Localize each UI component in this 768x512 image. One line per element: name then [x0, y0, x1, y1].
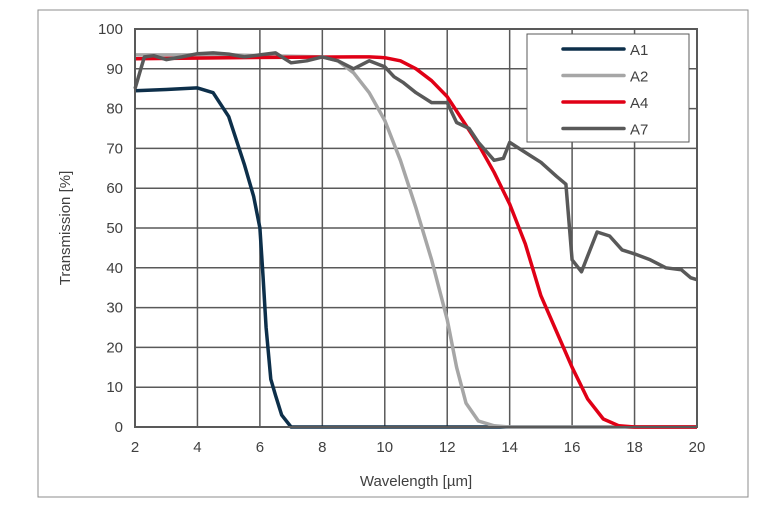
x-axis-label: Wavelength [µm]	[360, 473, 472, 490]
legend-box	[526, 33, 690, 143]
y-tick-label: 90	[106, 61, 123, 78]
series-a1-line	[134, 86, 697, 429]
series-group	[133, 51, 698, 429]
x-tick-label: 14	[501, 439, 518, 456]
y-tick-label: 30	[106, 300, 123, 317]
y-tick-label: 60	[106, 180, 123, 197]
y-tick-label: 20	[106, 339, 123, 356]
y-axis-label: Transmission [%]	[57, 171, 74, 285]
y-tick-label: 50	[106, 220, 123, 237]
x-tick-label: 20	[689, 439, 706, 456]
legend-label-a4: A4	[630, 95, 648, 112]
x-tick-label: 10	[376, 439, 393, 456]
y-tick-label: 70	[106, 140, 123, 157]
y-tick-label: 40	[106, 260, 123, 277]
y-tick-label: 80	[106, 101, 123, 118]
y-tick-label: 0	[115, 419, 123, 436]
x-tick-label: 8	[318, 439, 326, 456]
legend-label-a2: A2	[630, 69, 648, 86]
series-a7-line	[133, 51, 698, 282]
y-tick-label: 100	[98, 21, 123, 38]
legend: A1 A2 A4 A7	[526, 33, 690, 143]
plot-area	[134, 28, 698, 428]
x-tick-label: 4	[193, 439, 201, 456]
chart-frame	[37, 9, 749, 498]
x-tick-label: 6	[256, 439, 264, 456]
series-a4-line	[134, 55, 697, 429]
legend-label-a1: A1	[630, 42, 648, 59]
x-tick-label: 2	[131, 439, 139, 456]
x-tick-label: 18	[626, 439, 643, 456]
x-tick-label: 12	[439, 439, 456, 456]
legend-label-a7: A7	[630, 122, 648, 139]
y-tick-label: 10	[106, 379, 123, 396]
tick-labels: 2 4 6 8 10 12 14 16 18 20 0 10 20 30 40 50 60 70 80 90 100	[98, 21, 705, 456]
x-tick-label: 16	[564, 439, 581, 456]
